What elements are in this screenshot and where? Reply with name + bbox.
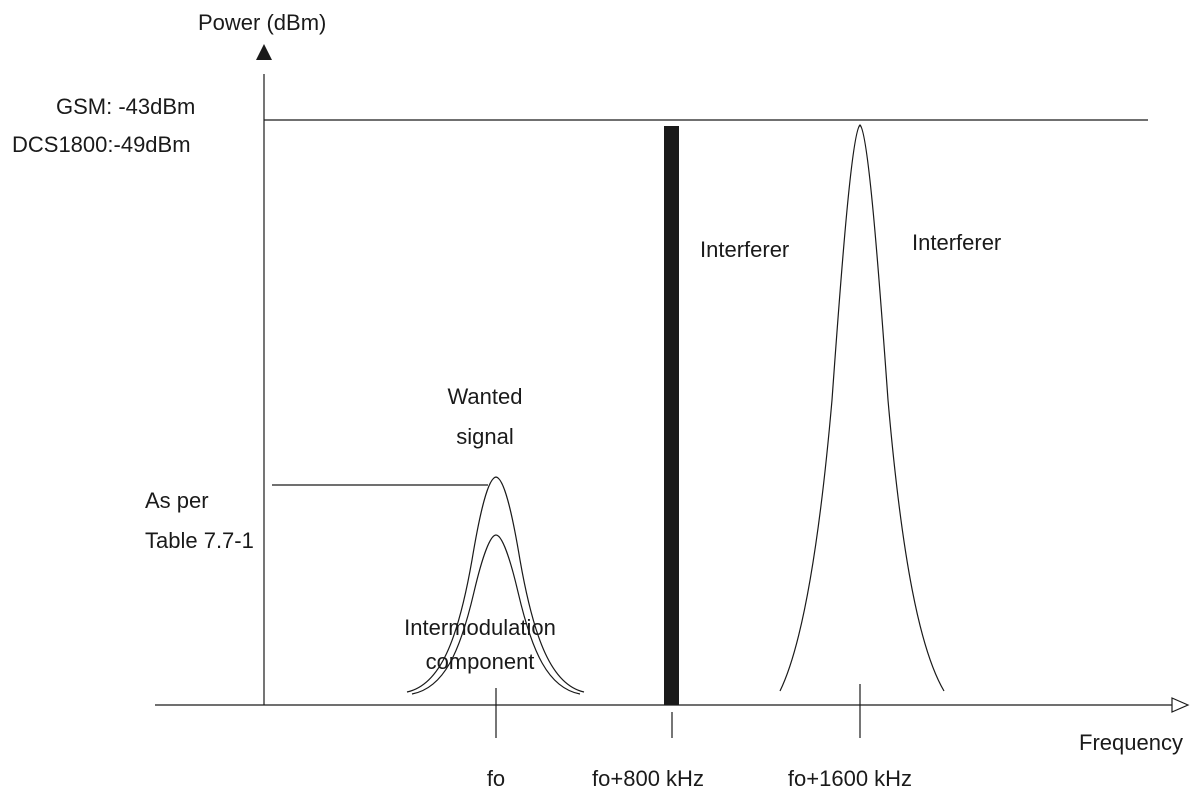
x-axis-arrow [1171, 697, 1190, 713]
modulated-interferer-curve [779, 124, 945, 692]
wanted-level-label-line1: As per [145, 488, 209, 513]
cw-interferer-label: Interferer [700, 237, 789, 262]
wanted-signal-curve [406, 476, 585, 693]
wanted-signal-label-line2: signal [456, 424, 513, 449]
y-axis-arrow [256, 44, 272, 60]
cw-interferer-bar [664, 126, 679, 705]
modulated-interferer-label: Interferer [912, 230, 1001, 255]
x-axis-label: Frequency [1079, 730, 1183, 755]
intermod-label-line1: Intermodulation [404, 615, 556, 640]
intermodulation-curve [411, 534, 581, 695]
intermod-label-line2: component [426, 649, 535, 674]
interferer-level-label-gsm: GSM: -43dBm [56, 94, 195, 119]
interferer-level-label-dcs: DCS1800:-49dBm [12, 132, 191, 157]
y-axis-label: Power (dBm) [198, 10, 326, 35]
freq-label-f0: fo [487, 766, 505, 791]
wanted-level-label-line2: Table 7.7-1 [145, 528, 254, 553]
freq-label-f800: fo+800 kHz [592, 766, 704, 791]
freq-label-f1600: fo+1600 kHz [788, 766, 912, 791]
wanted-signal-label-line1: Wanted [447, 384, 522, 409]
